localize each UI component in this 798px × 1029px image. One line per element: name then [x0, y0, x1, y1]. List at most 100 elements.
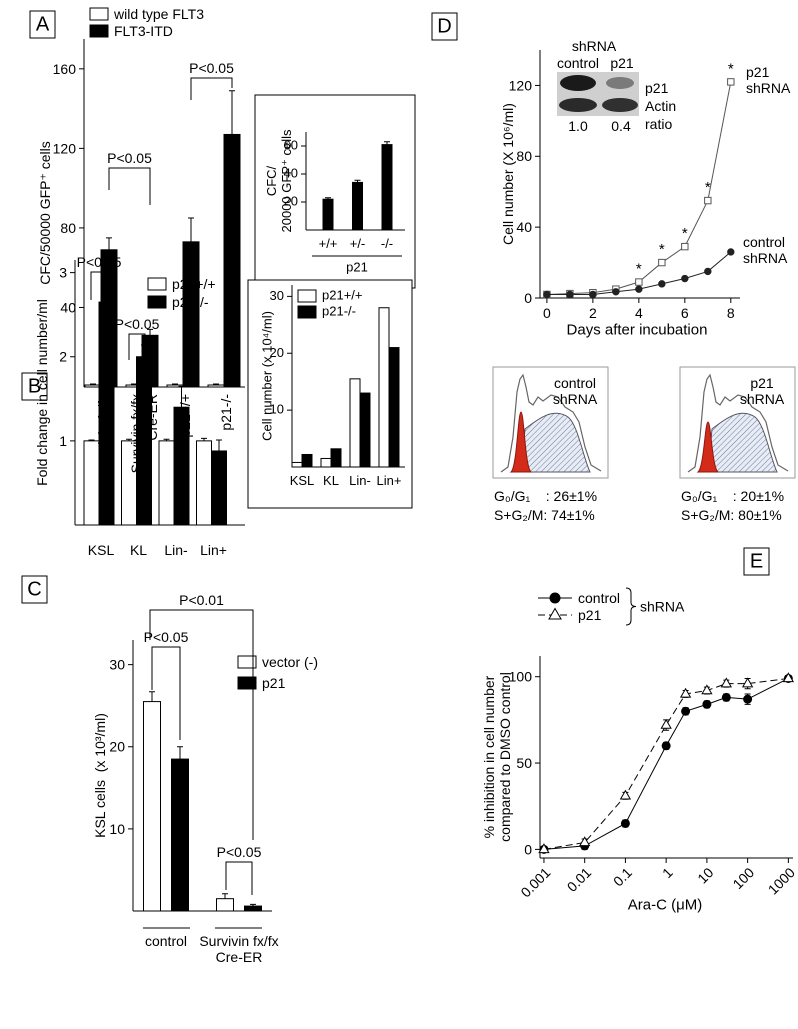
- y-tick-label: 2: [59, 348, 67, 365]
- significance-bracket: [149, 609, 254, 840]
- y-axis-label: % inhibition in cell number compared to …: [480, 672, 513, 842]
- y-tick-label: 0: [524, 289, 532, 306]
- error-bar: [141, 344, 147, 357]
- y-tick-label: 40: [60, 299, 76, 316]
- cell-cycle-stat: G₀/G₁ : 26±1%: [494, 487, 598, 504]
- marker: [658, 280, 666, 288]
- bar: [352, 181, 363, 231]
- marker: [589, 290, 597, 299]
- marker: [658, 258, 666, 267]
- error-bar: [201, 437, 207, 441]
- blot-ratio: 0.4: [611, 117, 631, 134]
- legend-swatch: [237, 676, 257, 690]
- legend-swatch: [89, 24, 109, 38]
- legend-label: p21-/-: [172, 293, 209, 310]
- significance-bracket: [225, 861, 253, 895]
- marker: [635, 278, 643, 286]
- marker: [549, 592, 561, 604]
- bar: [330, 448, 342, 468]
- significance-label: P<0.05: [216, 843, 262, 860]
- y-tick-label: 3: [59, 264, 67, 281]
- legend-group-label: shRNA: [640, 598, 685, 615]
- x-tick-label: 2: [588, 304, 597, 321]
- x-tick-label: Survivin fx/fx Cre-ER: [199, 933, 279, 966]
- histogram-outline: [687, 373, 789, 473]
- legend-label: FLT3-ITD: [114, 22, 173, 39]
- significance-bracket: [108, 167, 151, 205]
- x-tick-label: 8: [726, 304, 735, 321]
- panel-label: E: [749, 550, 764, 573]
- blot-band: [559, 98, 597, 112]
- error-bar: [177, 746, 183, 760]
- error-bar: [384, 141, 390, 145]
- x-tick-label: 0: [542, 304, 551, 321]
- x-axis-label: Days after incubation: [566, 321, 708, 339]
- blot-band: [606, 77, 634, 89]
- blot-band: [602, 98, 638, 112]
- error-bar: [126, 438, 132, 441]
- marker: [727, 78, 735, 86]
- panel-label-box: [21, 372, 48, 401]
- marker: [619, 789, 632, 800]
- x-tick-label: 6: [680, 304, 689, 321]
- marker: [681, 242, 689, 251]
- bar: [359, 392, 371, 468]
- marker: [721, 692, 731, 702]
- legend-swatch: [297, 305, 317, 319]
- significance-label: P<0.05: [76, 253, 122, 270]
- legend-swatch: [237, 655, 257, 669]
- significance-label: P<0.05: [143, 628, 189, 645]
- blot-band: [560, 75, 596, 91]
- y-axis-label: CFC/ 20000 GFP⁺ cells: [264, 129, 294, 233]
- bar: [320, 457, 332, 468]
- y-tick-label: 10: [269, 401, 284, 417]
- significance-mark: *: [658, 240, 665, 258]
- bar: [158, 440, 175, 526]
- error-bar: [172, 383, 178, 386]
- error-bar: [147, 328, 153, 336]
- cell-cycle-stat: S+G₂/M: 74±1%: [494, 506, 595, 523]
- y-tick-label: 120: [52, 140, 76, 157]
- blot-lane-label: control: [556, 54, 600, 71]
- y-tick-label: 120: [508, 77, 532, 94]
- marker: [743, 694, 753, 704]
- error-bar: [103, 299, 110, 303]
- x-tick-label: KSL: [289, 473, 315, 488]
- marker: [538, 843, 550, 854]
- y-tick-label: 20: [269, 344, 284, 360]
- legend-label: p21+/+: [172, 275, 216, 292]
- histogram-s-phase: [707, 412, 778, 473]
- y-tick-label: 50: [516, 754, 532, 771]
- error-bar: [106, 237, 112, 250]
- bar: [301, 453, 313, 468]
- blot-row-label: Actin: [645, 97, 677, 114]
- x-tick-label: KL: [129, 542, 148, 558]
- bar: [216, 898, 234, 912]
- x-tick-label: p21+/+: [176, 394, 193, 438]
- error-bar: [163, 438, 170, 441]
- marker: [681, 274, 689, 283]
- histogram-s-phase: [520, 412, 591, 473]
- legend-label: wild type FLT3: [114, 5, 204, 22]
- marker: [660, 718, 672, 729]
- series-label: p21 shRNA: [746, 63, 791, 96]
- error-bar: [216, 439, 222, 451]
- error-bar: [90, 383, 96, 386]
- y-tick-label: 40: [516, 219, 532, 236]
- bar: [207, 384, 225, 388]
- marker: [612, 288, 620, 296]
- significance-mark: *: [681, 225, 688, 243]
- legend-label: p21: [262, 674, 286, 691]
- error-bar: [149, 691, 155, 702]
- y-tick-label: 160: [52, 60, 76, 77]
- marker: [620, 818, 630, 828]
- blot-row-label: p21: [645, 79, 669, 96]
- legend-label: p21-/-: [322, 303, 356, 319]
- x-tick-label: Lin+: [376, 473, 402, 488]
- legend-label: p21: [578, 606, 602, 623]
- y-axis-label: Cell number (x 10⁴/ml): [259, 311, 275, 441]
- y-tick-label: 30: [109, 656, 125, 673]
- marker: [704, 267, 712, 276]
- significance-label: P<0.05: [189, 59, 234, 76]
